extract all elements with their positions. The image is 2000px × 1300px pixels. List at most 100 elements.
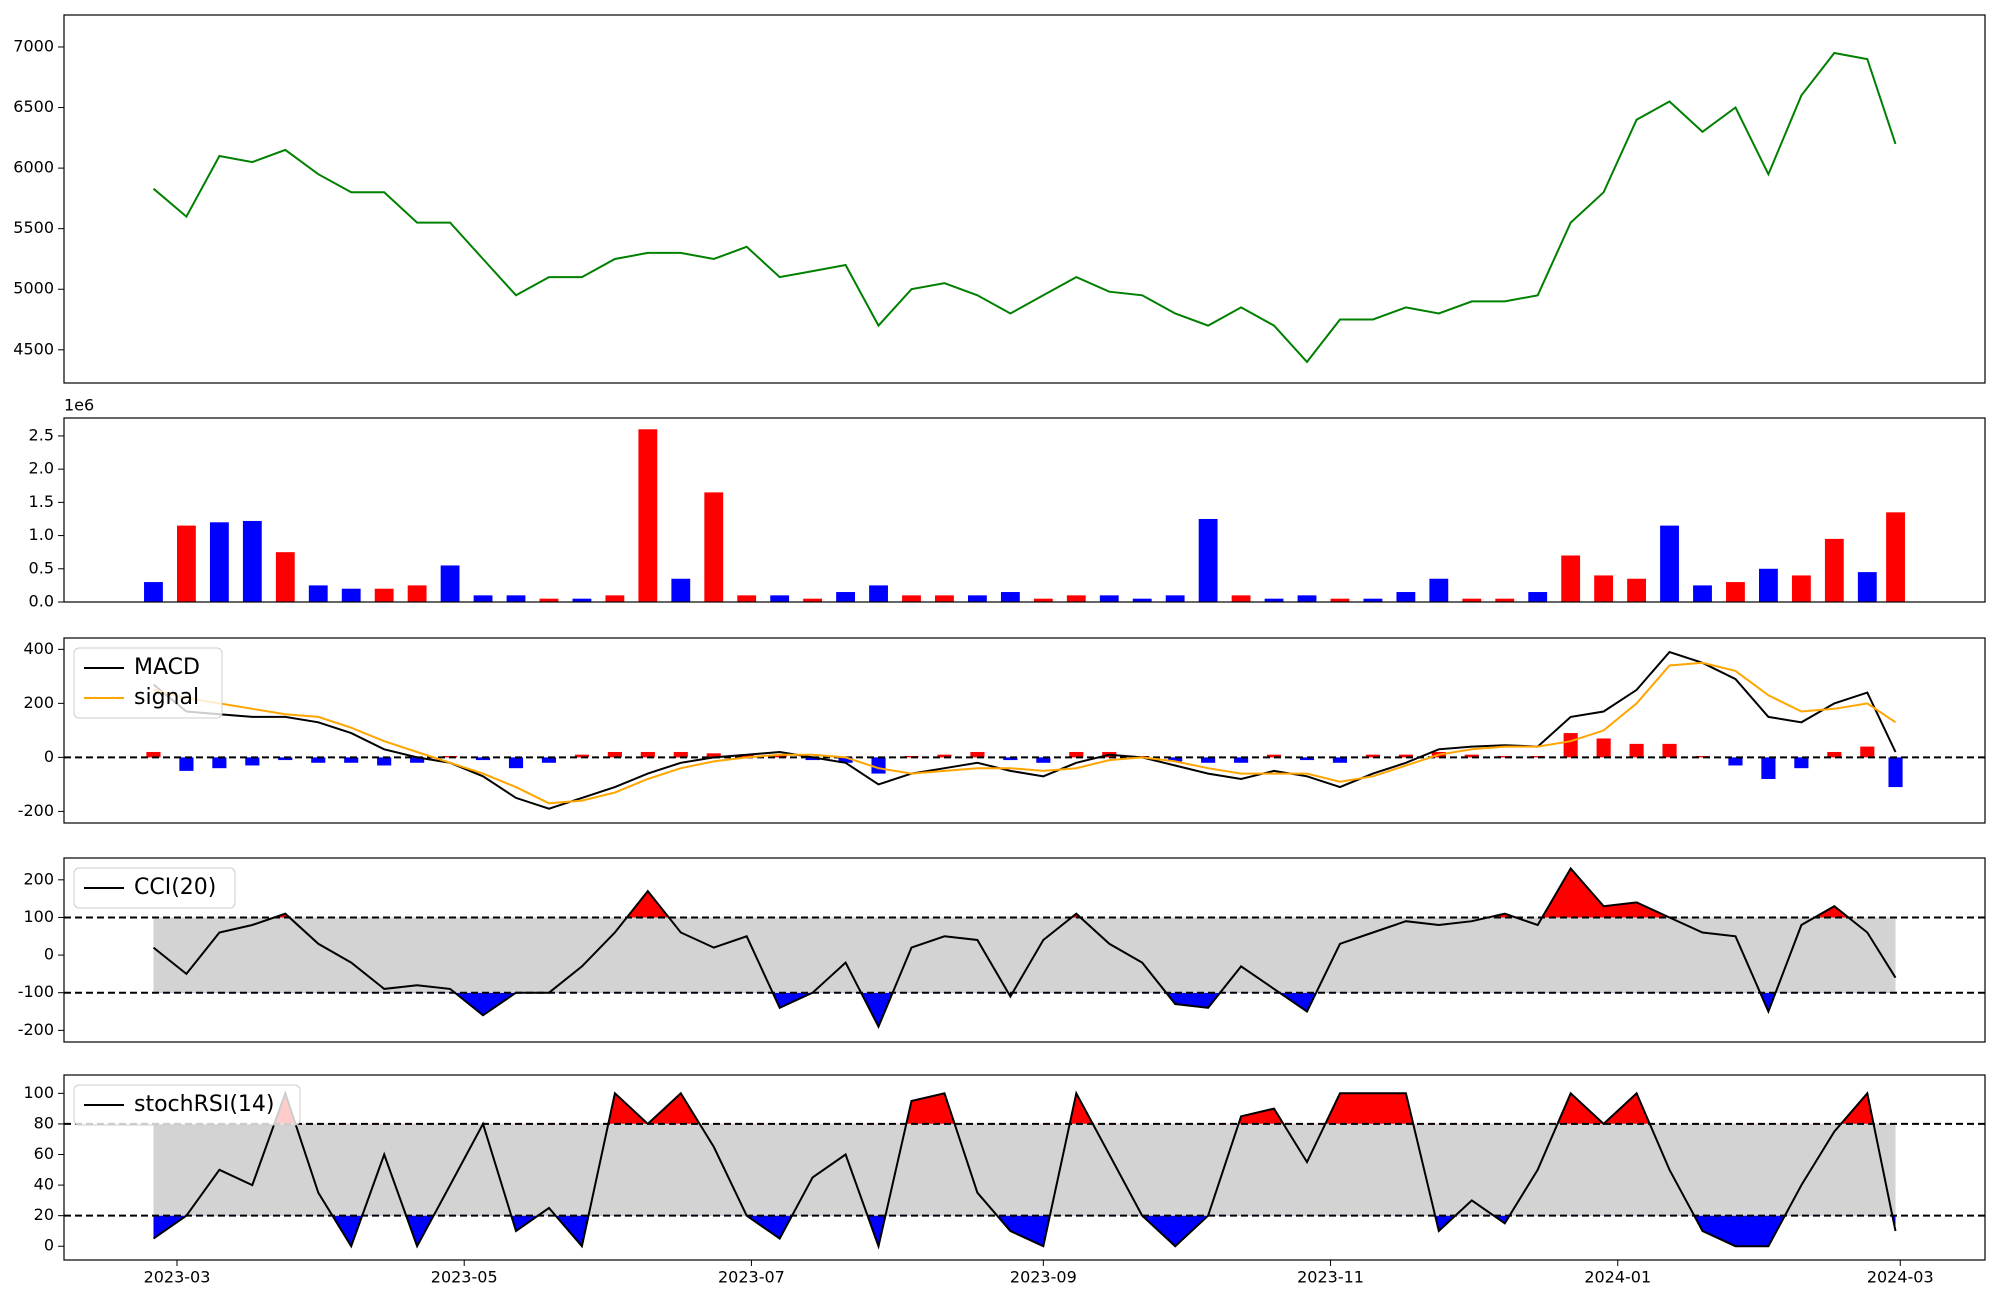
volume-bar	[1297, 595, 1317, 602]
volume-bar	[1231, 595, 1251, 602]
histogram-bar	[311, 757, 326, 763]
histogram-bar	[377, 757, 392, 766]
indicator-line	[152, 650, 1897, 810]
histogram-bar	[871, 757, 886, 774]
price-line	[152, 51, 1897, 364]
histogram-bar	[541, 757, 557, 763]
volume-bar	[1198, 518, 1218, 602]
y-tick-label: 2.0	[29, 459, 54, 478]
y-tick-label: 5500	[13, 218, 54, 237]
volume-bar	[1528, 592, 1548, 602]
histogram-bar	[1629, 743, 1644, 758]
volume-bar	[737, 595, 757, 602]
volume-bar	[1033, 598, 1053, 602]
legend-box	[73, 1084, 301, 1126]
histogram-bar	[1860, 746, 1875, 758]
volume-bar	[1886, 512, 1905, 602]
legend-label: signal	[134, 685, 199, 710]
legend-label: CCI(20)	[134, 875, 216, 900]
histogram-bar	[1365, 754, 1380, 758]
histogram-bar	[574, 754, 589, 758]
y-tick-label: -200	[18, 1020, 54, 1039]
volume-bar	[1660, 525, 1679, 602]
volume-bar	[539, 598, 559, 602]
y-tick-label: 1.0	[29, 525, 54, 544]
volume-bar	[638, 429, 658, 602]
histogram-bar	[146, 751, 161, 758]
histogram-bar	[1827, 751, 1842, 758]
histogram-bar	[1069, 751, 1084, 758]
y-tick-label: -200	[18, 801, 54, 820]
legend-box	[73, 867, 236, 909]
plot-area	[64, 1090, 1985, 1250]
histogram-bar	[1168, 757, 1183, 762]
x-tick-label: 2023-09	[1010, 1268, 1077, 1287]
indicator-line	[153, 661, 1897, 805]
y-tick-label: 20	[34, 1205, 54, 1224]
volume-bar	[1627, 578, 1646, 602]
legend-label: MACD	[134, 655, 200, 680]
volume-bar	[1594, 575, 1614, 602]
y-tick-label: 0.0	[29, 592, 54, 611]
histogram-bar	[1464, 754, 1479, 758]
volume-bar	[671, 578, 691, 602]
histogram-bar	[1497, 756, 1512, 758]
plot-area	[144, 429, 1905, 602]
panel-frame	[63, 857, 1986, 1043]
histogram-bar	[1530, 756, 1545, 758]
volume-bar	[506, 595, 526, 602]
volume-bar	[572, 598, 592, 602]
volume-bar	[242, 520, 262, 602]
histogram-bar	[937, 754, 952, 758]
y-tick-label: 1.5	[29, 492, 54, 511]
volume-bar	[1066, 595, 1086, 602]
volume-bar	[1396, 592, 1416, 602]
volume-bar	[1363, 598, 1383, 602]
y-tick-label: 200	[23, 693, 54, 712]
volume-bar	[704, 492, 724, 602]
histogram-bar	[1695, 756, 1710, 758]
histogram-bar	[1728, 757, 1743, 766]
plot-area	[64, 866, 1985, 1029]
histogram-bar	[1398, 754, 1413, 758]
histogram-bar	[1761, 757, 1776, 779]
y-tick-label: 100	[23, 907, 54, 926]
y-tick-label: 4500	[13, 339, 54, 358]
volume-bar	[1462, 598, 1482, 602]
histogram-bar	[508, 757, 524, 769]
x-tick-label: 2023-11	[1297, 1268, 1364, 1287]
volume-bar	[902, 595, 921, 602]
y-tick-label: 0.5	[29, 558, 54, 577]
y-tick-label: 200	[23, 869, 54, 888]
volume-bar	[374, 588, 394, 602]
volume-bar	[209, 522, 229, 602]
histogram-bar	[1888, 757, 1903, 788]
histogram-bar	[1332, 757, 1348, 763]
volume-bar	[407, 585, 427, 602]
y-tick-label: 6500	[13, 97, 54, 116]
indicator-line	[152, 1090, 1897, 1250]
volume-bar	[144, 582, 163, 602]
x-tick-label: 2023-07	[718, 1268, 785, 1287]
volume-bar	[1561, 555, 1581, 602]
panel-frame	[63, 417, 1986, 603]
y-tick-label: 0	[44, 747, 54, 766]
x-tick-label: 2023-03	[144, 1268, 211, 1287]
volume-bar	[1165, 595, 1185, 602]
y-tick-label: 5000	[13, 279, 54, 298]
histogram-bar	[278, 757, 293, 761]
volume-bar	[836, 592, 855, 602]
volume-bar	[1099, 595, 1119, 602]
volume-bar	[1132, 598, 1152, 602]
volume-bar	[1726, 582, 1745, 602]
volume-bar	[803, 598, 823, 602]
volume-bar	[440, 565, 460, 602]
volume-bar	[1824, 538, 1844, 602]
histogram-bar	[1234, 757, 1249, 763]
histogram-bar	[1299, 757, 1315, 761]
y-tick-label: 40	[34, 1175, 54, 1194]
volume-bar	[341, 588, 361, 602]
y-tick-label: 400	[23, 639, 54, 658]
y-tick-label: 7000	[13, 36, 54, 55]
histogram-bar	[245, 757, 260, 766]
